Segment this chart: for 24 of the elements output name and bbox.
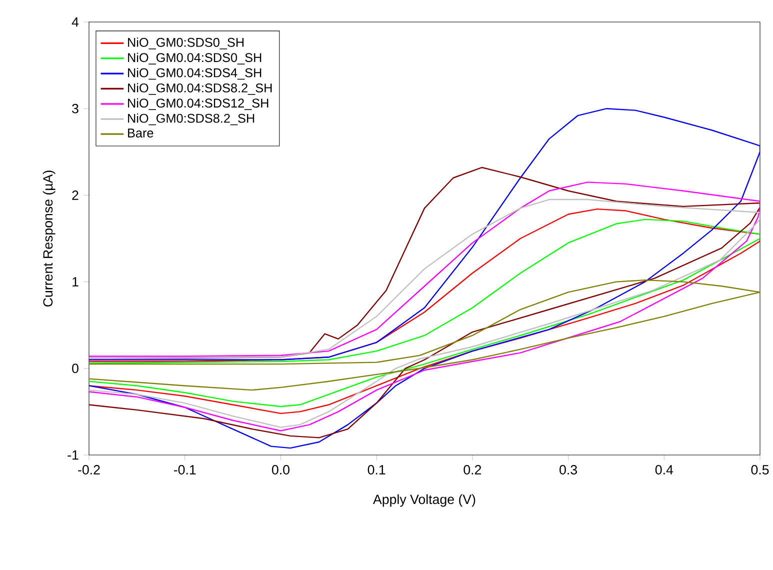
x-axis-title: Apply Voltage (V)	[373, 494, 476, 507]
legend-label: NiO_GM0.04:SDS4_SH	[128, 68, 262, 80]
legend-label: NiO_GM0.04:SDS12_SH	[128, 98, 268, 110]
x-tick-label: -0.1	[174, 465, 196, 474]
y-tick-label: 2	[72, 190, 78, 200]
legend-label: Bare	[128, 128, 154, 138]
x-tick-label: -0.2	[78, 465, 100, 474]
y-tick-label: 3	[72, 104, 78, 114]
y-tick-label: -1	[68, 450, 78, 460]
line-series	[89, 279, 760, 391]
legend-label: NiO_GM0:SDS0_SH	[128, 38, 244, 50]
x-tick-label: 0.4	[655, 465, 674, 474]
x-tick-label: 0.2	[464, 465, 482, 474]
legend-label: NiO_GM0.04:SDS8.2_SH	[128, 83, 272, 95]
y-tick-label: 0	[72, 364, 78, 374]
y-axis-title: Current Response (µA)	[42, 170, 56, 307]
x-tick-label: 0.1	[368, 465, 386, 474]
legend-label: NiO_GM0:SDS8.2_SH	[128, 113, 254, 126]
y-tick-label: 4	[72, 17, 79, 27]
y-tick-label: 1	[72, 277, 78, 286]
legend-label: NiO_GM0.04:SDS0_SH	[128, 52, 262, 64]
x-tick-label: 0.0	[272, 465, 290, 474]
x-tick-label: 0.3	[560, 465, 577, 474]
x-tick-label: 0.5	[751, 465, 769, 474]
